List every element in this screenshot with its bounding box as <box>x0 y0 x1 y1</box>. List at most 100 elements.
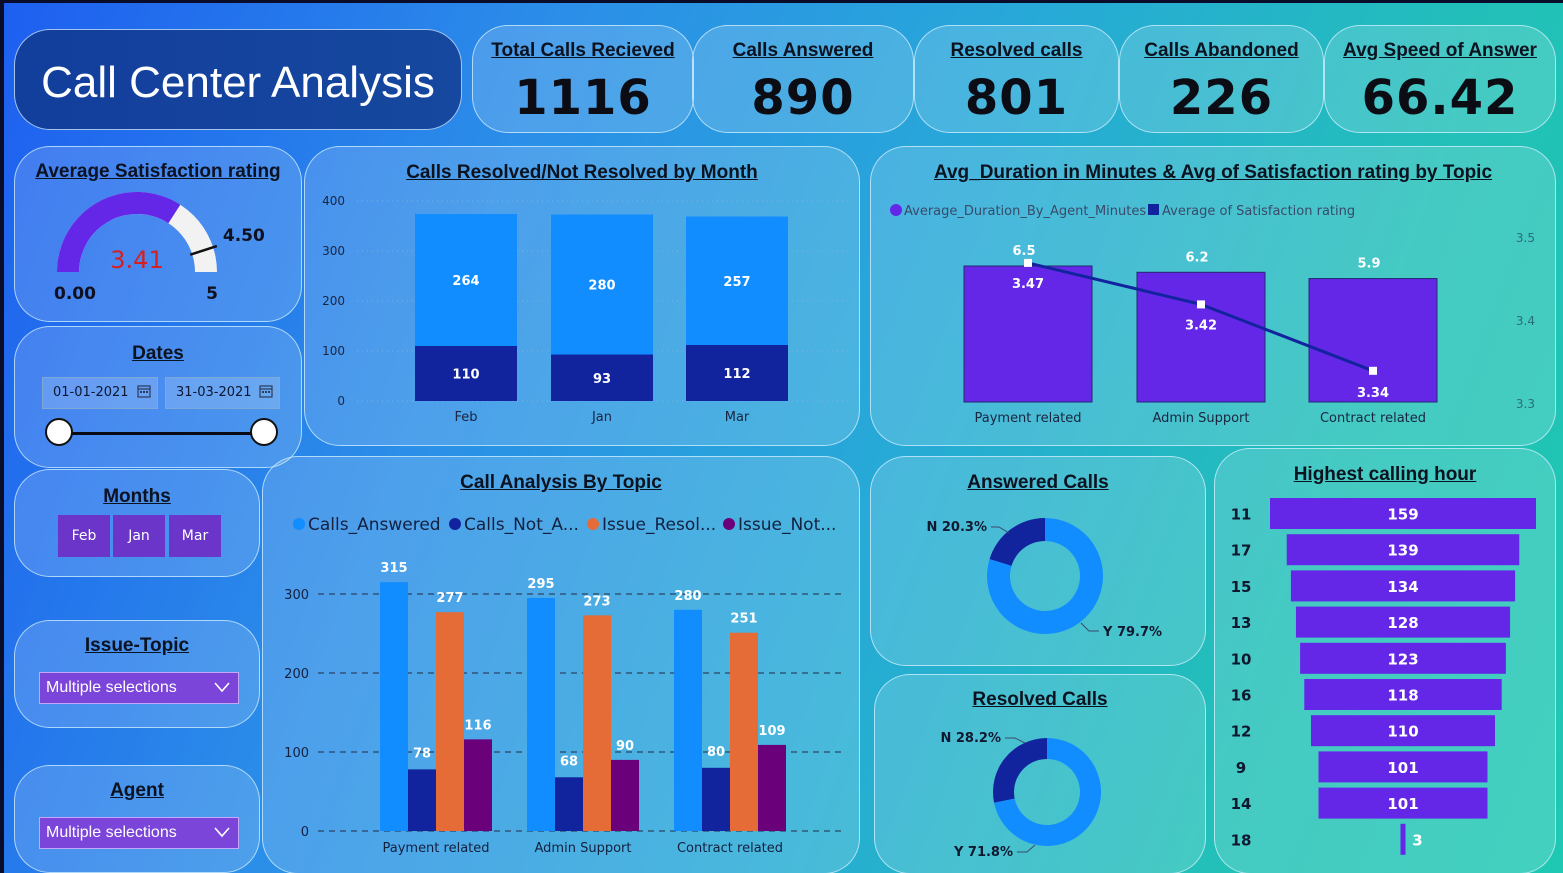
kpi-value: 890 <box>751 70 855 126</box>
donut-slice <box>994 738 1101 846</box>
answered-calls-card: Answered Calls N 20.3% Y 79.7% <box>870 456 1206 666</box>
x-tick-label: Payment related <box>974 411 1081 426</box>
data-label: 280 <box>588 279 615 294</box>
end-date-value: 31-03-2021 <box>176 385 252 400</box>
dashboard: Call Center Analysis Total Calls Recieve… <box>4 3 1563 873</box>
y-tick-label: 200 <box>284 667 309 682</box>
data-label: 109 <box>758 724 785 739</box>
date-slider-end-handle[interactable] <box>250 418 278 446</box>
line-point <box>1024 258 1032 267</box>
chart-title: Answered Calls <box>967 472 1109 493</box>
kpi-label: Avg Speed of Answer <box>1343 40 1537 61</box>
chart-title: Call Analysis By Topic <box>460 472 662 493</box>
date-slider-start-handle[interactable] <box>45 418 73 446</box>
calendar-icon[interactable] <box>137 384 151 398</box>
date-slider-track[interactable] <box>60 432 265 435</box>
month-button-feb[interactable]: Feb <box>58 515 110 557</box>
data-label: 273 <box>583 594 610 609</box>
data-label: 295 <box>527 577 554 592</box>
start-date-input[interactable]: 01-01-2021 <box>42 377 158 409</box>
title-card: Call Center Analysis <box>14 29 462 130</box>
calendar-icon[interactable] <box>259 384 273 398</box>
bar <box>551 214 653 355</box>
end-date-input[interactable]: 31-03-2021 <box>165 377 280 409</box>
issue-topic-slicer: Issue-Topic Multiple selections <box>14 620 260 728</box>
data-label: 93 <box>593 372 611 387</box>
kpi-resolved-calls[interactable]: Resolved calls 801 <box>914 25 1119 133</box>
x-tick-label: Payment related <box>382 841 489 856</box>
category-label: 9 <box>1236 759 1246 777</box>
y-tick-label: 100 <box>284 746 309 761</box>
data-label: 6.5 <box>1012 244 1035 259</box>
bar <box>611 759 639 831</box>
category-label: 15 <box>1231 578 1252 596</box>
bar <box>551 354 653 401</box>
funnel-bar <box>1300 642 1506 674</box>
bar <box>674 609 702 831</box>
bar <box>1136 271 1266 403</box>
kpi-avg-speed[interactable]: Avg Speed of Answer 66.42 <box>1324 25 1556 133</box>
kpi-calls-abandoned[interactable]: Calls Abandoned 226 <box>1119 25 1324 133</box>
data-label: 139 <box>1387 542 1418 560</box>
bar <box>730 632 758 831</box>
data-label: 5.9 <box>1357 257 1380 272</box>
duration-satisfaction-card: Avg_Duration in Minutes & Avg of Satisfa… <box>870 146 1556 446</box>
bar <box>464 739 492 831</box>
funnel-bar <box>1286 534 1520 566</box>
agent-title: Agent <box>110 780 164 801</box>
calling-hour-card: Highest calling hour 159 11 139 17 134 15 128 1… <box>1214 448 1556 873</box>
funnel-bar <box>1270 498 1536 529</box>
kpi-label: Resolved calls <box>950 40 1083 61</box>
kpi-total-calls[interactable]: Total Calls Recieved 1116 <box>472 25 694 133</box>
month-button-mar[interactable]: Mar <box>169 515 221 557</box>
legend-swatch <box>1148 204 1159 215</box>
chart-title: Resolved Calls <box>972 689 1108 710</box>
leader-line <box>1005 737 1026 744</box>
month-button-jan[interactable]: Jan <box>113 515 165 557</box>
kpi-label: Calls Abandoned <box>1144 40 1299 61</box>
data-label: 315 <box>380 561 407 576</box>
legend-label: Calls_Not_A... <box>464 515 579 535</box>
x-tick-label: Jan <box>591 410 612 425</box>
leader-line <box>1080 622 1099 632</box>
legend-label: Average of Satisfaction rating <box>1162 204 1355 219</box>
bar <box>408 769 436 831</box>
legend-label: Calls_Answered <box>308 515 441 535</box>
chart-title: Avg_Duration in Minutes & Avg of Satisfa… <box>933 162 1493 183</box>
data-label: 78 <box>413 746 431 761</box>
months-slicer: Months Feb Jan Mar <box>14 469 260 577</box>
dates-slicer: Dates 01-01-2021 31-03-2021 <box>14 326 302 468</box>
bar <box>555 777 583 831</box>
agent-dropdown[interactable]: Multiple selections <box>39 817 239 849</box>
category-label: 10 <box>1231 650 1252 668</box>
resolved-by-month-chart: 0 100 200 300 400 110 264 Feb 93 280 Jan 112 257 Mar <box>322 194 850 425</box>
issue-topic-value: Multiple selections <box>46 679 177 696</box>
x-tick-label: Admin Support <box>535 841 632 856</box>
y-tick-label: 0 <box>301 825 309 840</box>
y-tick-label: 0 <box>337 394 345 408</box>
legend-swatch <box>587 518 599 530</box>
data-label: 3 <box>1412 831 1422 849</box>
donut-slice <box>993 738 1047 803</box>
bar <box>963 265 1093 403</box>
category-label: 16 <box>1231 687 1252 705</box>
bar <box>436 612 464 831</box>
y-tick-label: 100 <box>322 344 345 358</box>
chevron-down-icon[interactable] <box>214 826 230 838</box>
slice-label: Y 79.7% <box>1102 625 1162 640</box>
gauge-value-label: 3.41 <box>110 246 163 274</box>
donut-slice <box>987 518 1103 634</box>
y2-tick-label: 3.4 <box>1516 314 1535 328</box>
y-tick-label: 300 <box>284 588 309 603</box>
duration-satisfaction-chart: Average_Duration_By_Agent_Minutes Average… <box>890 204 1535 426</box>
kpi-value: 66.42 <box>1361 70 1519 126</box>
chevron-down-icon[interactable] <box>214 681 230 693</box>
kpi-calls-answered[interactable]: Calls Answered 890 <box>692 25 914 133</box>
kpi-value: 226 <box>1169 70 1274 126</box>
data-label: 159 <box>1387 506 1418 524</box>
data-label: 68 <box>560 754 578 769</box>
data-label: 80 <box>707 745 725 760</box>
category-label: 13 <box>1231 614 1252 632</box>
issue-topic-dropdown[interactable]: Multiple selections <box>39 672 239 704</box>
x-tick-label: Mar <box>725 410 750 425</box>
